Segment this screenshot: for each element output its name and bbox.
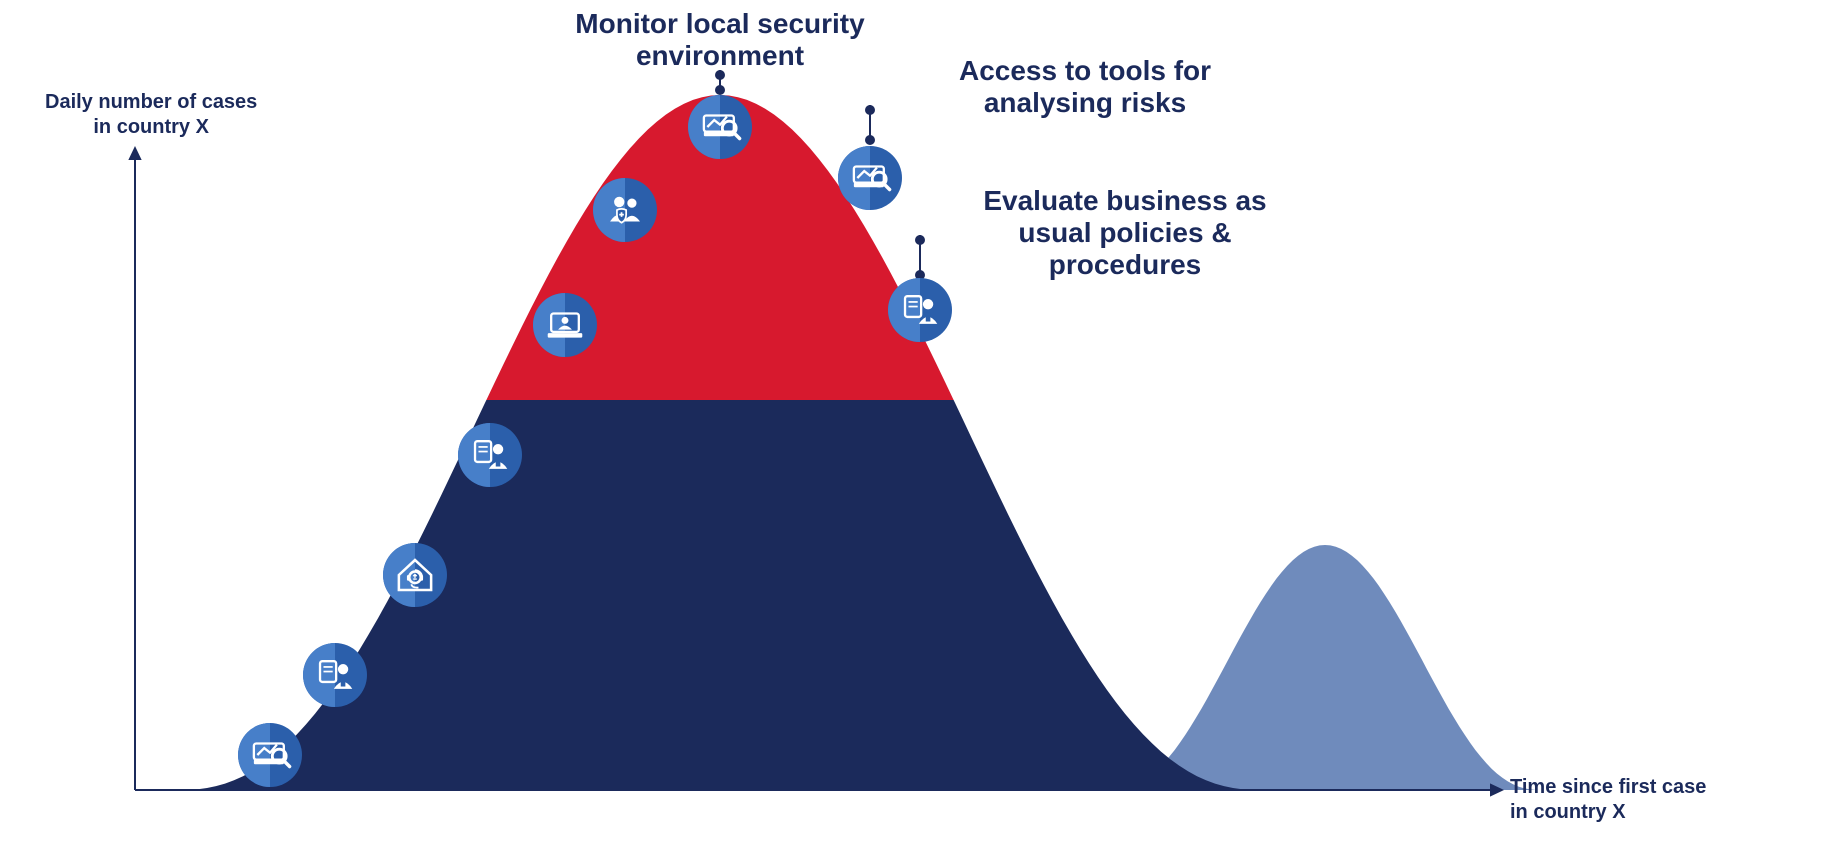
laptop-person-icon bbox=[533, 293, 597, 357]
chart-svg bbox=[0, 0, 1830, 846]
callout-text: Access to tools for analysing risks bbox=[900, 55, 1270, 119]
analytics-icon bbox=[838, 146, 902, 210]
analytics-icon bbox=[238, 723, 302, 787]
person-doc-icon bbox=[303, 643, 367, 707]
analytics-icon bbox=[688, 95, 752, 159]
person-doc-icon bbox=[888, 278, 952, 342]
callout-text: Monitor local security environment bbox=[475, 8, 965, 72]
y-axis-label: Daily number of cases in country X bbox=[45, 90, 257, 140]
infographic-stage: Daily number of cases in country X Time … bbox=[0, 0, 1830, 846]
person-doc-icon bbox=[458, 423, 522, 487]
house-headset-icon bbox=[383, 543, 447, 607]
callout-leader bbox=[919, 235, 921, 275]
people-shield-icon bbox=[593, 178, 657, 242]
secondary-wave bbox=[1110, 545, 1540, 790]
callout-leader bbox=[869, 105, 871, 140]
callout-text: Evaluate business as usual policies & pr… bbox=[935, 185, 1315, 281]
callout-leader bbox=[719, 70, 721, 90]
x-axis-label: Time since first case in country X bbox=[1510, 775, 1706, 825]
